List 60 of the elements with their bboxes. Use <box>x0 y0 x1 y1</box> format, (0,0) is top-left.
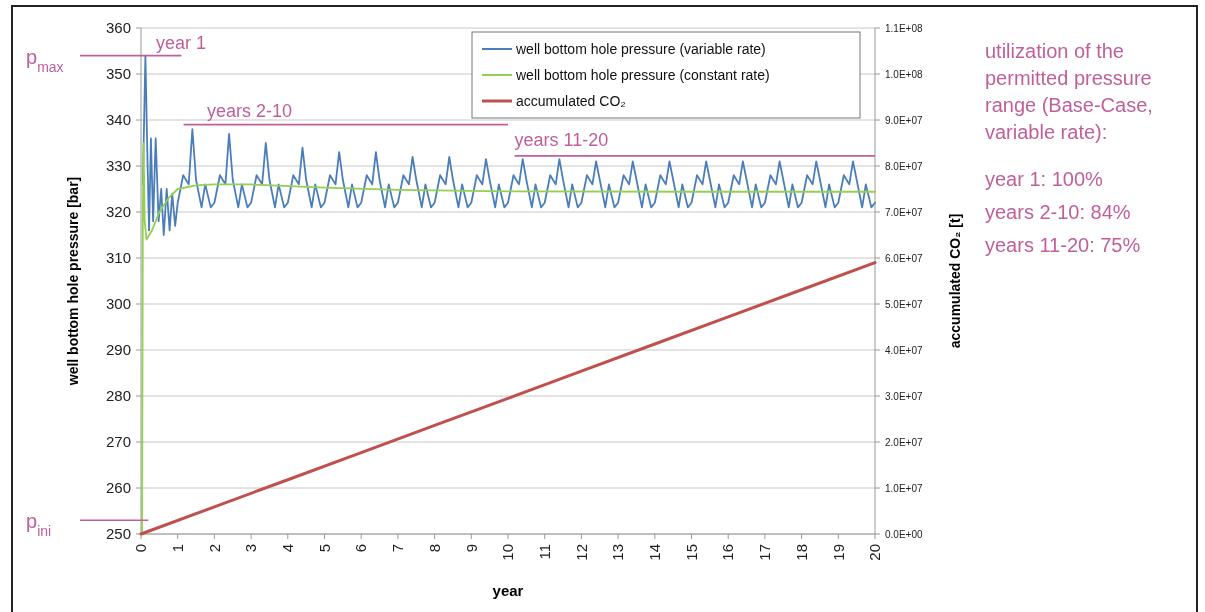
x-tick-label: 3 <box>242 544 260 553</box>
legend-label: accumulated CO₂ <box>516 92 626 109</box>
y-tick-label: 290 <box>105 341 131 359</box>
x-tick-label: 15 <box>682 544 700 561</box>
x-tick-label: 6 <box>352 544 370 553</box>
y-tick-label: 350 <box>105 65 131 83</box>
ref-line-label: years 2-10 <box>207 100 293 121</box>
x-tick-label: 11 <box>535 544 553 560</box>
y2-tick-label: 4.0E+07 <box>885 344 923 356</box>
x-tick-label: 10 <box>499 544 517 561</box>
x-tick-label: 19 <box>829 544 847 561</box>
x-tick-label: 13 <box>609 544 627 561</box>
y2-tick-label: 2.0E+07 <box>885 436 923 448</box>
text: utilization of the permitted pressure range (Base-Case, variable rate): <box>985 40 1153 143</box>
x-tick-label: 17 <box>756 544 774 561</box>
y-axis-title: well bottom hole pressure [bar] <box>65 176 81 387</box>
x-tick-label: 4 <box>279 544 297 553</box>
ref-line-label: p$_{max}$ <box>26 45 64 75</box>
x-tick-label: 5 <box>315 544 333 553</box>
y2-tick-label: 1.1E+08 <box>885 22 923 34</box>
y-tick-label: 360 <box>105 19 131 37</box>
y2-tick-label: 5.0E+07 <box>885 298 923 310</box>
text: years 2-10: 84% <box>985 201 1131 223</box>
x-tick-label: 18 <box>792 544 810 561</box>
annotation: year 1 <box>156 32 207 53</box>
y-tick-label: 330 <box>105 157 131 175</box>
y2-tick-label: 9.0E+07 <box>885 114 923 126</box>
text: years 11-20: 75% <box>985 234 1141 256</box>
x-tick-label: 0 <box>132 544 150 553</box>
x-axis-title: year <box>492 582 524 599</box>
y-tick-label: 340 <box>105 111 131 129</box>
y2-tick-label: 8.0E+07 <box>885 160 923 172</box>
y2-axis-title: accumulated CO₂ [t] <box>947 213 963 349</box>
x-tick-label: 14 <box>646 544 664 561</box>
y-tick-label: 250 <box>105 525 131 543</box>
ref-line-label: years 11-20 <box>514 129 609 150</box>
x-tick-label: 7 <box>389 544 407 553</box>
legend-label: well bottom hole pressure (constant rate) <box>515 66 770 83</box>
y-tick-label: 310 <box>105 249 131 267</box>
x-tick-label: 16 <box>719 544 737 561</box>
y-tick-label: 260 <box>105 479 131 497</box>
y2-tick-label: 1.0E+07 <box>885 482 923 494</box>
ref-line-label: p$_{ini}$ <box>26 510 52 540</box>
y2-tick-label: 6.0E+07 <box>885 252 923 264</box>
y2-tick-label: 0.0E+00 <box>885 528 923 540</box>
y2-tick-label: 7.0E+07 <box>885 206 923 218</box>
legend-label: well bottom hole pressure (variable rate) <box>515 40 766 57</box>
y-tick-label: 320 <box>105 203 131 221</box>
x-tick-label: 8 <box>425 544 443 553</box>
x-tick-label: 9 <box>462 544 480 553</box>
x-tick-label: 12 <box>572 544 590 561</box>
y-tick-label: 280 <box>105 387 131 405</box>
y2-tick-label: 3.0E+07 <box>885 390 923 402</box>
y-tick-label: 300 <box>105 295 131 313</box>
text: year 1: 100% <box>985 168 1104 190</box>
x-tick-label: 1 <box>168 544 186 553</box>
y2-tick-label: 1.0E+08 <box>885 68 923 80</box>
x-tick-label: 2 <box>205 544 223 553</box>
y-tick-label: 270 <box>105 433 131 451</box>
x-tick-label: 20 <box>866 544 884 561</box>
